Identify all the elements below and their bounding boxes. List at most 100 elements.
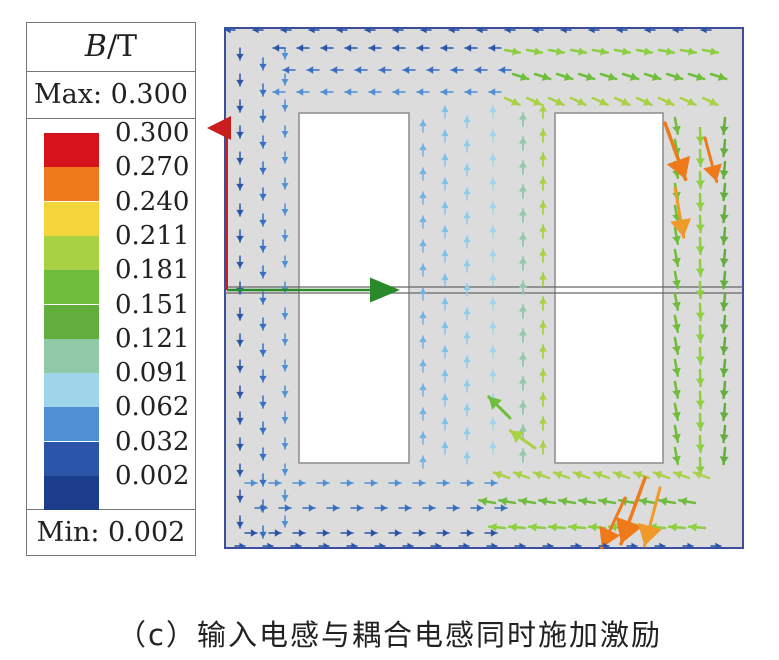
flux-vector-head: [236, 53, 244, 60]
flux-vector-head: [695, 158, 705, 166]
flux-vector-head: [239, 542, 245, 550]
flux-vector-head: [519, 449, 527, 456]
flux-vector-head: [629, 72, 639, 81]
flux-vector-head: [673, 72, 683, 81]
flux-vector-head: [463, 212, 471, 219]
flux-vector-head: [599, 525, 621, 548]
flux-vector-head: [695, 356, 705, 364]
color-legend: B/T Max: 0.300 0.300 0.270 0.240 0.211 0.181…: [26, 22, 196, 556]
flux-vector-head: [236, 131, 244, 138]
flux-vector-head: [466, 529, 473, 537]
flux-vector-head: [370, 529, 377, 537]
flux-vector-head: [489, 346, 497, 353]
flux-vector-head: [418, 529, 425, 537]
legend-swatch: [44, 338, 99, 373]
flux-vector-head: [519, 425, 527, 432]
flux-vector-head: [541, 72, 551, 81]
flux-vector-head: [332, 504, 339, 512]
flux-vector-head: [297, 88, 304, 96]
flux-vector-head: [549, 522, 557, 532]
flux-vector-head: [719, 324, 729, 332]
flux-vector-head: [380, 504, 387, 512]
flux-vector-head: [573, 470, 583, 480]
flux-vector-head: [323, 542, 329, 550]
left-window: [298, 112, 410, 464]
flux-vector-head: [236, 209, 244, 216]
flux-vector-head: [259, 245, 267, 252]
flux-vector-head: [463, 188, 471, 195]
flux-vector-head: [695, 224, 705, 232]
flux-vector-head: [719, 302, 729, 310]
flux-vector-head: [463, 236, 471, 243]
flux-vector-head: [479, 497, 488, 506]
flux-vector-head: [274, 479, 281, 487]
flux-vector-head: [331, 66, 338, 74]
flux-vector-head: [519, 377, 527, 384]
flux-vector-head: [672, 257, 681, 266]
flux-vector-head: [607, 72, 617, 81]
flux-vector-head: [579, 497, 588, 506]
flux-vector-head: [715, 542, 721, 550]
flux-vector-head: [703, 163, 722, 182]
flux-vector-head: [463, 260, 471, 267]
flux-vector-head: [695, 290, 705, 298]
flux-density-vector-plot: [207, 26, 744, 550]
flux-vector-head: [281, 53, 289, 59]
flux-vector-head: [489, 418, 497, 425]
flux-vector-head: [666, 47, 674, 56]
flux-vector-head: [259, 297, 267, 304]
flux-vector-head: [613, 470, 623, 480]
flux-vector-head: [259, 193, 267, 200]
flux-vector-head: [539, 201, 547, 208]
flux-vector-head: [236, 391, 244, 398]
flux-vector-head: [719, 434, 729, 442]
flux-vector-head: [236, 79, 244, 86]
flux-vector-head: [719, 258, 729, 266]
flux-vector-head: [419, 336, 427, 343]
flux-vector-head: [225, 26, 231, 34]
flux-vector-head: [679, 497, 688, 506]
flux-vector-head: [519, 185, 527, 192]
flux-vector-head: [404, 504, 411, 512]
flux-vector-head: [489, 130, 497, 137]
flux-vector-head: [419, 432, 427, 439]
flux-vector-head: [589, 26, 595, 34]
flux-vector-head: [534, 47, 542, 56]
flux-vector-head: [259, 141, 267, 148]
flux-vector-head: [539, 249, 547, 256]
flux-vector-head: [365, 26, 371, 34]
flux-vector-head: [519, 542, 525, 550]
flux-vector-head: [695, 400, 705, 408]
flux-vector-head: [672, 367, 681, 376]
flux-vector-head: [463, 164, 471, 171]
flux-vector-head: [451, 66, 458, 74]
flux-vector-head: [519, 401, 527, 408]
flux-vector-head: [499, 497, 508, 506]
flux-vector-head: [489, 274, 497, 281]
flux-vector-head: [441, 106, 449, 113]
legend-swatch: [44, 441, 99, 476]
flux-vector-head: [281, 105, 289, 111]
flux-vector-head: [403, 66, 410, 74]
flux-vector-head: [489, 202, 497, 209]
flux-vector-head: [321, 44, 328, 52]
flux-vector-head: [693, 470, 703, 480]
flux-vector-head: [419, 264, 427, 271]
flux-vector-head: [664, 97, 674, 106]
flux-vector-head: [695, 268, 705, 276]
flux-vector-head: [509, 522, 517, 532]
flux-vector-head: [236, 417, 244, 424]
flux-vector-head: [672, 301, 681, 310]
flux-vector-head: [695, 378, 705, 386]
flux-vector-head: [419, 360, 427, 367]
flux-vector-head: [281, 443, 289, 449]
flux-vector-head: [561, 26, 567, 34]
legend-tick-label: 0.062: [115, 392, 190, 423]
flux-vector-head: [337, 26, 343, 34]
flux-vector-head: [553, 470, 563, 480]
flux-vector-head: [236, 105, 244, 112]
flux-vector-head: [633, 470, 643, 480]
flux-vector-head: [281, 261, 289, 267]
flux-vector-head: [259, 375, 267, 382]
flux-vector-head: [489, 298, 497, 305]
